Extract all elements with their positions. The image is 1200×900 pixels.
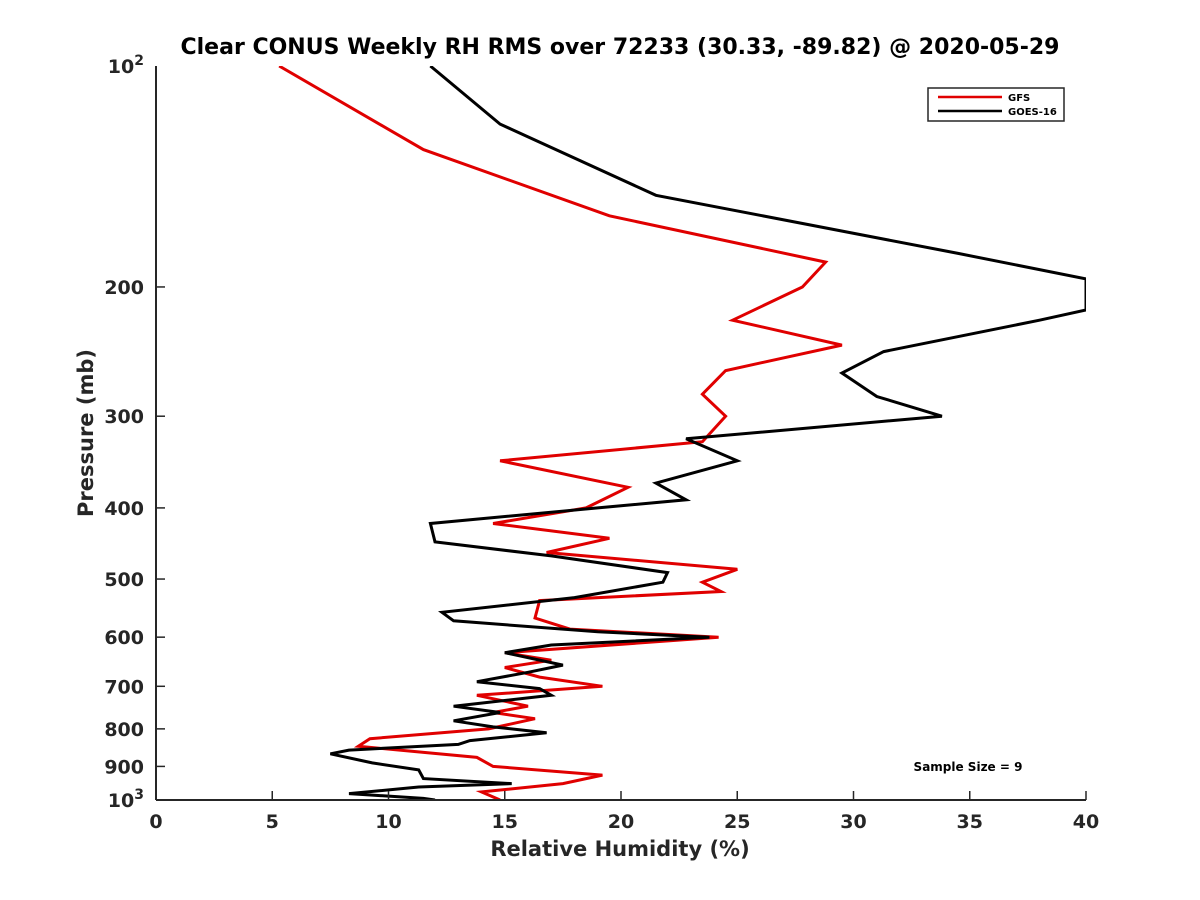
legend-label-goes16: GOES-16: [1008, 107, 1057, 118]
y-tick-label: 102: [108, 53, 144, 78]
x-tick-label: 30: [840, 811, 866, 833]
y-tick-label: 700: [104, 676, 144, 698]
y-tick-label: 900: [104, 756, 144, 778]
x-tick-labels: 0 5 10 15 20 25 30 35 40: [149, 811, 1099, 833]
series-line-goes-16: [330, 66, 1086, 800]
y-tick-labels: 102 200 300 400 500 600 700 800 900 103: [104, 53, 144, 812]
x-tick-label: 40: [1073, 811, 1099, 833]
y-tick-label: 600: [104, 627, 144, 649]
sample-size-annotation: Sample Size = 9: [914, 760, 1023, 774]
y-axis-label: Pressure (mb): [74, 349, 98, 517]
x-tick-label: 25: [724, 811, 750, 833]
legend-label-gfs: GFS: [1008, 93, 1030, 104]
y-tick-label: 103: [108, 787, 144, 812]
y-tick-label: 200: [104, 277, 144, 299]
x-tick-label: 15: [492, 811, 518, 833]
x-tick-label: 0: [149, 811, 162, 833]
axes-layer: [155, 66, 1087, 801]
y-tick-label: 800: [104, 719, 144, 741]
legend-box: [927, 87, 1065, 122]
x-tick-label: 20: [608, 811, 634, 833]
y-tick-label: 300: [104, 406, 144, 428]
chart-title: Clear CONUS Weekly RH RMS over 72233 (30…: [181, 35, 1060, 60]
x-axis-label: Relative Humidity (%): [490, 837, 749, 861]
x-tick-label: 5: [266, 811, 279, 833]
legend: GFS GOES-16: [927, 87, 1065, 122]
series-layer: [278, 66, 1086, 800]
y-tick-label: 400: [104, 498, 144, 520]
y-tick-label: 500: [104, 569, 144, 591]
series-line-gfs: [278, 66, 843, 800]
x-tick-label: 35: [957, 811, 983, 833]
x-tick-label: 10: [375, 811, 401, 833]
